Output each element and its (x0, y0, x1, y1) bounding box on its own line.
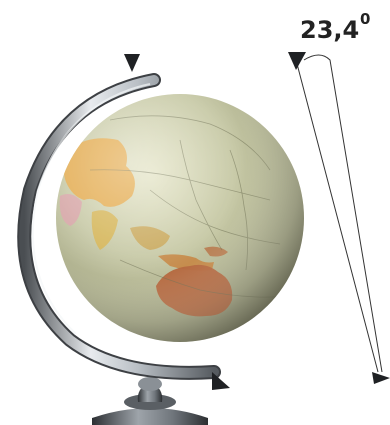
triangle-pointer-icon (124, 54, 140, 72)
axis-tilted-line (295, 59, 379, 373)
stand-knob (138, 377, 162, 391)
globe (56, 94, 304, 342)
axis-vertical-line (303, 54, 383, 373)
stand-base (92, 408, 208, 425)
triangle-pointer-icon (372, 372, 390, 384)
globe-shading (56, 94, 304, 342)
triangle-pointer-icon (212, 372, 230, 390)
tilt-angle-value: 23,4 (300, 16, 359, 44)
meridian-arc (17, 73, 221, 380)
meridian-shine (31, 83, 151, 335)
globe-stand (92, 377, 208, 425)
tilt-angle-unit: 0 (360, 10, 370, 28)
axis-tilt-indicator (288, 52, 390, 384)
meridian-highlight (19, 75, 219, 378)
triangle-pointer-icon (288, 52, 306, 70)
